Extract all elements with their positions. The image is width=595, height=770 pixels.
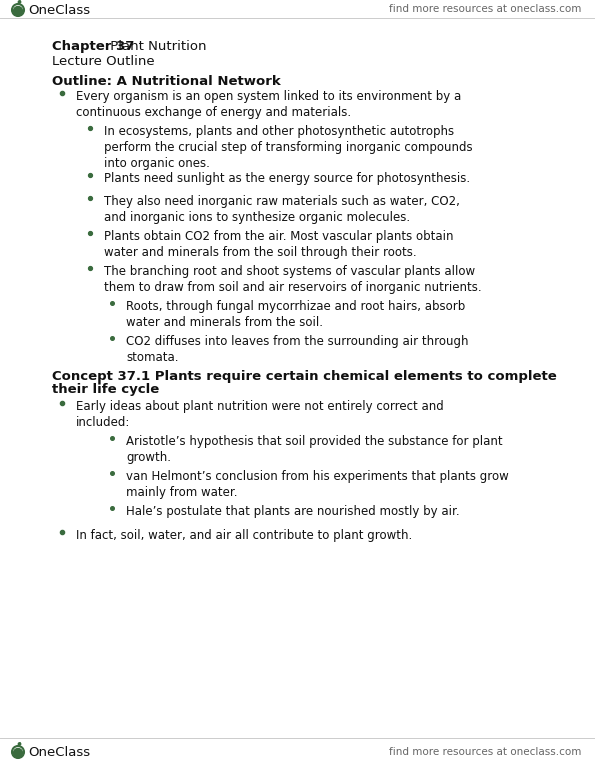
Text: Hale’s postulate that plants are nourished mostly by air.: Hale’s postulate that plants are nourish…: [126, 505, 459, 518]
Text: Early ideas about plant nutrition were not entirely correct and
included:: Early ideas about plant nutrition were n…: [76, 400, 444, 429]
Text: In ecosystems, plants and other photosynthetic autotrophs
perform the crucial st: In ecosystems, plants and other photosyn…: [104, 125, 472, 170]
Circle shape: [12, 4, 24, 16]
Text: In fact, soil, water, and air all contribute to plant growth.: In fact, soil, water, and air all contri…: [76, 529, 412, 542]
Text: their life cycle: their life cycle: [52, 383, 159, 396]
Text: Chapter 37: Chapter 37: [52, 40, 134, 53]
Text: The branching root and shoot systems of vascular plants allow
them to draw from : The branching root and shoot systems of …: [104, 265, 481, 294]
Text: Plant Nutrition: Plant Nutrition: [106, 40, 206, 53]
Text: Roots, through fungal mycorrhizae and root hairs, absorb
water and minerals from: Roots, through fungal mycorrhizae and ro…: [126, 300, 465, 330]
Text: Concept 37.1 Plants require certain chemical elements to complete: Concept 37.1 Plants require certain chem…: [52, 370, 557, 383]
Circle shape: [12, 746, 24, 758]
Text: OneClass: OneClass: [28, 745, 90, 758]
Circle shape: [18, 1, 21, 3]
Text: Lecture Outline: Lecture Outline: [52, 55, 155, 68]
Circle shape: [18, 743, 21, 745]
Text: find more resources at oneclass.com: find more resources at oneclass.com: [389, 4, 581, 14]
Circle shape: [14, 748, 23, 758]
Text: find more resources at oneclass.com: find more resources at oneclass.com: [389, 747, 581, 757]
Text: OneClass: OneClass: [28, 4, 90, 16]
Text: van Helmont’s conclusion from his experiments that plants grow
mainly from water: van Helmont’s conclusion from his experi…: [126, 470, 509, 499]
Text: Plants obtain CO2 from the air. Most vascular plants obtain
water and minerals f: Plants obtain CO2 from the air. Most vas…: [104, 230, 453, 259]
Text: Every organism is an open system linked to its environment by a
continuous excha: Every organism is an open system linked …: [76, 90, 461, 119]
Text: CO2 diffuses into leaves from the surrounding air through
stomata.: CO2 diffuses into leaves from the surrou…: [126, 335, 468, 364]
Text: Aristotle’s hypothesis that soil provided the substance for plant
growth.: Aristotle’s hypothesis that soil provide…: [126, 435, 503, 464]
Text: Outline: A Nutritional Network: Outline: A Nutritional Network: [52, 75, 281, 88]
Text: Plants need sunlight as the energy source for photosynthesis.: Plants need sunlight as the energy sourc…: [104, 172, 470, 185]
Text: They also need inorganic raw materials such as water, CO2,
and inorganic ions to: They also need inorganic raw materials s…: [104, 195, 460, 224]
Circle shape: [14, 6, 23, 15]
